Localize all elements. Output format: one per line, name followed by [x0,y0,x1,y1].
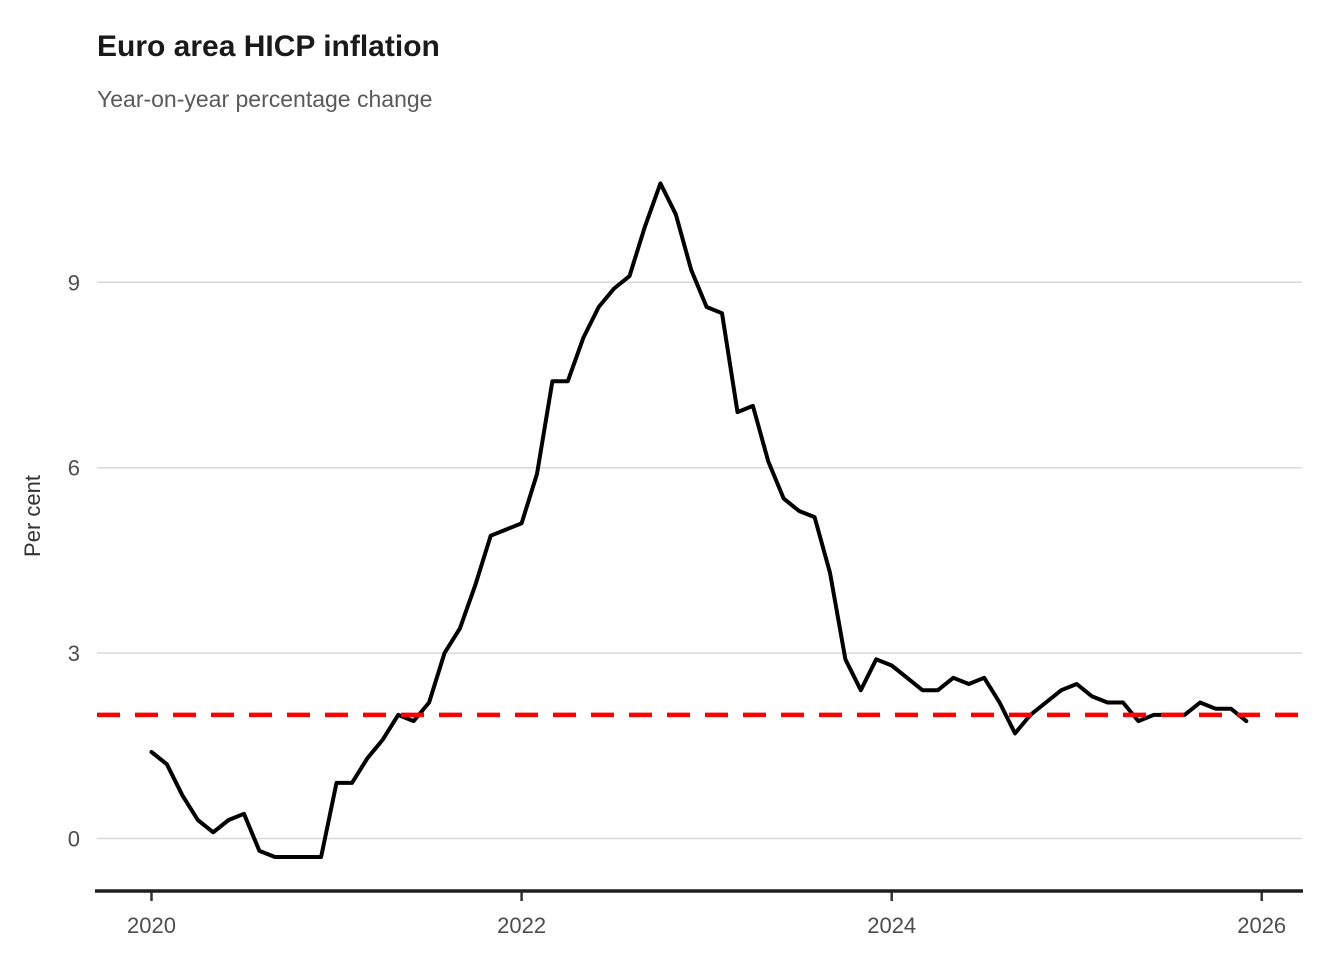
y-tick-label: 0 [68,827,80,852]
y-tick-label: 6 [68,456,80,481]
x-tick-label: 2026 [1237,913,1286,938]
x-tick-label: 2020 [127,913,176,938]
x-tick-label: 2022 [497,913,546,938]
y-tick-label: 3 [68,641,80,666]
x-axis-ticks: 2020 2022 2024 2026 [127,892,1286,938]
chart-title: Euro area HICP inflation [97,30,440,63]
x-tick-label: 2024 [867,913,916,938]
gridlines [97,281,1302,840]
chart-header: Euro area HICP inflation Year-on-year pe… [97,30,440,112]
y-axis-tick-labels: 0 3 6 9 [68,270,80,851]
hicp-inflation-line [149,181,1249,859]
y-axis-title: Per cent [20,475,45,557]
chart-subtitle: Year-on-year percentage change [97,86,433,112]
y-tick-label: 9 [68,270,80,295]
